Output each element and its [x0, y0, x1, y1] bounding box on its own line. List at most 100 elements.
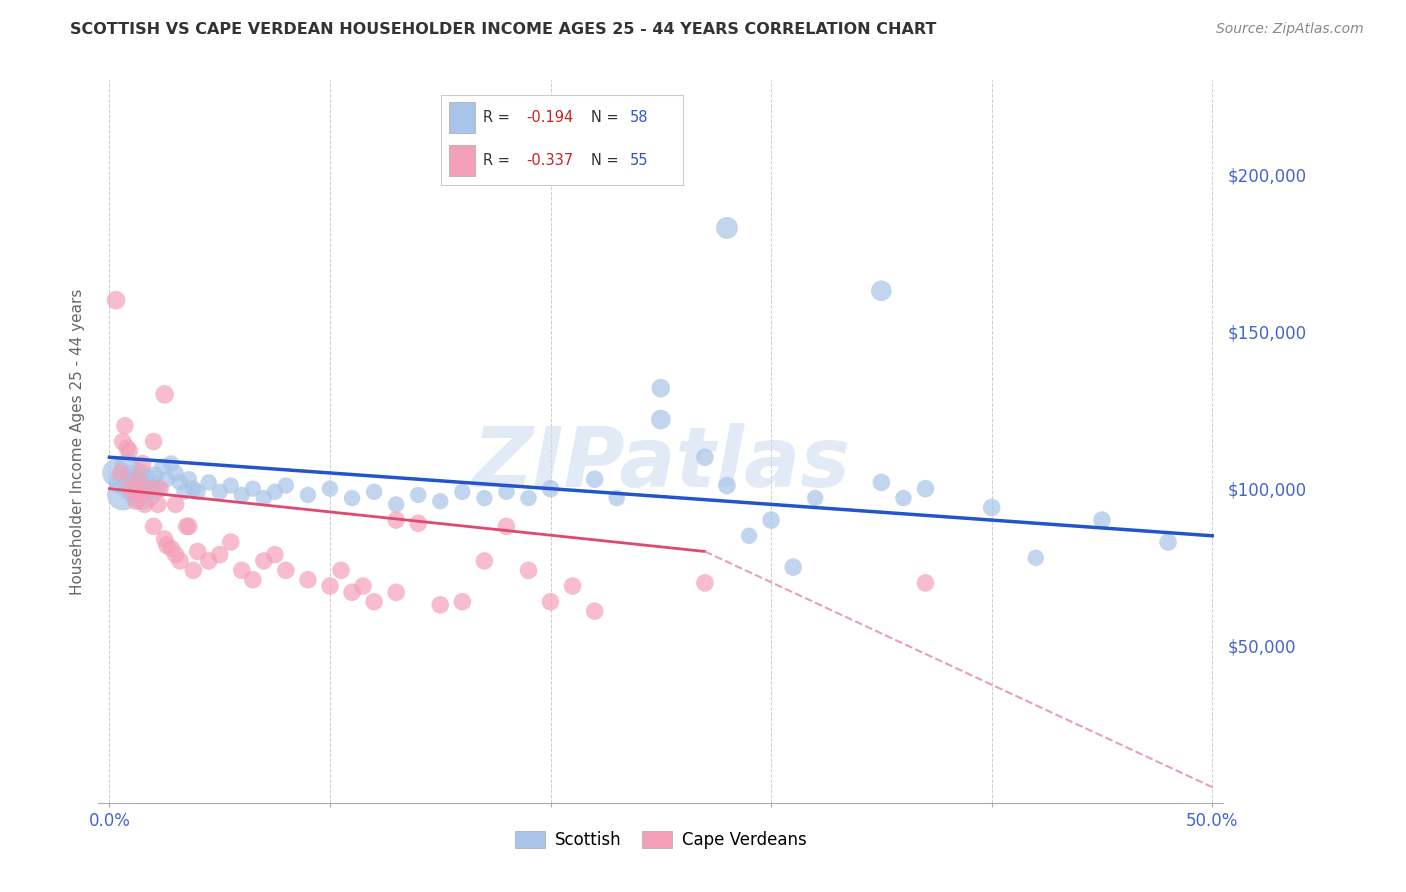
Point	[138, 484, 160, 499]
Point	[177, 519, 200, 533]
Point	[134, 497, 156, 511]
Point	[274, 478, 297, 492]
Point	[759, 513, 782, 527]
Point	[363, 484, 385, 499]
Point	[340, 491, 363, 505]
Point	[115, 459, 138, 474]
Point	[517, 563, 540, 577]
Point	[693, 450, 716, 465]
Point	[253, 554, 276, 568]
Point	[187, 484, 209, 499]
Point	[406, 488, 429, 502]
Point	[176, 519, 198, 533]
Point	[1025, 550, 1047, 565]
Point	[110, 466, 132, 480]
Point	[129, 488, 152, 502]
Point	[105, 466, 128, 480]
Point	[134, 488, 156, 502]
Point	[150, 459, 173, 474]
Point	[495, 519, 517, 533]
Point	[165, 548, 187, 562]
Point	[153, 387, 176, 401]
Point	[160, 541, 183, 556]
Point	[893, 491, 915, 505]
Point	[122, 484, 145, 499]
Point	[561, 579, 583, 593]
Point	[110, 475, 132, 490]
Point	[115, 441, 138, 455]
Point	[169, 475, 191, 490]
Point	[297, 573, 319, 587]
Point	[160, 457, 183, 471]
Point	[429, 598, 451, 612]
Point	[242, 573, 264, 587]
Text: Source: ZipAtlas.com: Source: ZipAtlas.com	[1216, 22, 1364, 37]
Point	[385, 585, 408, 599]
Point	[870, 475, 893, 490]
Point	[219, 478, 242, 492]
Point	[197, 554, 219, 568]
Point	[181, 563, 204, 577]
Point	[165, 466, 187, 480]
Text: SCOTTISH VS CAPE VERDEAN HOUSEHOLDER INCOME AGES 25 - 44 YEARS CORRELATION CHART: SCOTTISH VS CAPE VERDEAN HOUSEHOLDER INC…	[70, 22, 936, 37]
Point	[693, 575, 716, 590]
Point	[804, 491, 827, 505]
Legend: Scottish, Cape Verdeans: Scottish, Cape Verdeans	[509, 824, 813, 856]
Point	[105, 293, 128, 308]
Point	[219, 535, 242, 549]
Point	[451, 484, 474, 499]
Point	[208, 484, 231, 499]
Point	[517, 491, 540, 505]
Point	[253, 491, 276, 505]
Point	[127, 472, 149, 486]
Point	[406, 516, 429, 531]
Point	[980, 500, 1002, 515]
Point	[118, 444, 141, 458]
Point	[352, 579, 374, 593]
Point	[474, 554, 496, 568]
Point	[1157, 535, 1180, 549]
Point	[363, 595, 385, 609]
Point	[263, 484, 285, 499]
Point	[429, 494, 451, 508]
Point	[111, 434, 134, 449]
Point	[142, 519, 165, 533]
Point	[242, 482, 264, 496]
Point	[451, 595, 474, 609]
Point	[153, 532, 176, 546]
Point	[181, 482, 204, 496]
Point	[231, 563, 253, 577]
Point	[125, 494, 148, 508]
Point	[650, 412, 672, 426]
Point	[125, 472, 148, 486]
Point	[146, 482, 169, 496]
Point	[118, 482, 141, 496]
Text: ZIPatlas: ZIPatlas	[472, 423, 849, 504]
Point	[111, 488, 134, 502]
Point	[177, 472, 200, 486]
Point	[716, 478, 738, 492]
Point	[142, 434, 165, 449]
Point	[319, 579, 342, 593]
Point	[583, 604, 606, 618]
Point	[782, 560, 804, 574]
Point	[540, 595, 562, 609]
Point	[136, 475, 159, 490]
Point	[169, 554, 191, 568]
Point	[738, 529, 761, 543]
Point	[121, 469, 143, 483]
Point	[131, 457, 153, 471]
Point	[914, 482, 936, 496]
Point	[606, 491, 628, 505]
Point	[173, 484, 195, 499]
Point	[138, 482, 160, 496]
Point	[121, 482, 143, 496]
Point	[330, 563, 353, 577]
Point	[149, 482, 172, 496]
Point	[340, 585, 363, 599]
Point	[187, 544, 209, 558]
Point	[263, 548, 285, 562]
Point	[197, 475, 219, 490]
Point	[127, 478, 149, 492]
Point	[142, 469, 165, 483]
